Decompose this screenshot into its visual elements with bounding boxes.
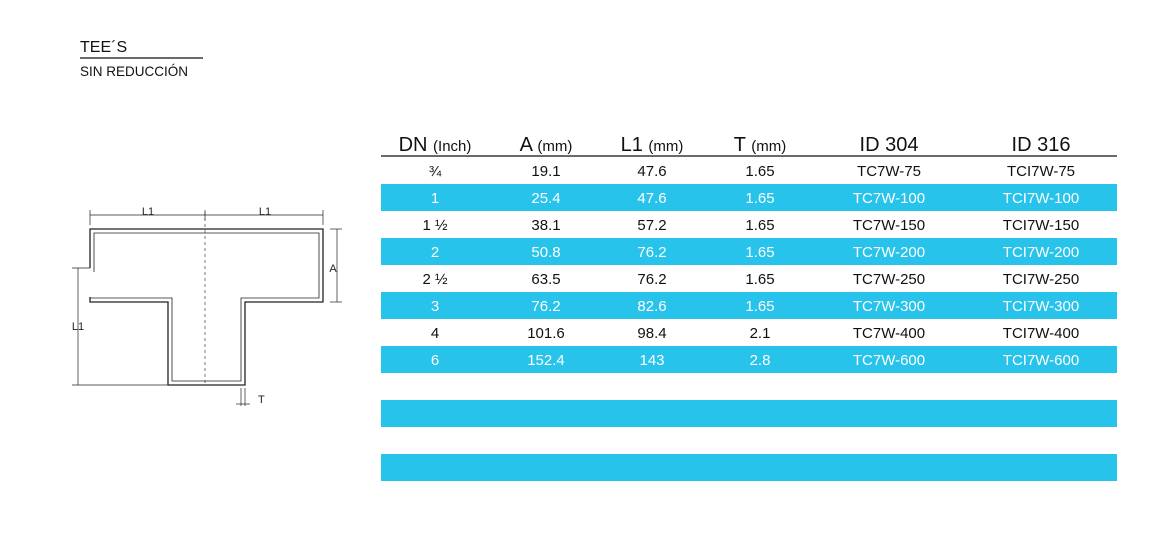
cell: TCI7W-600 xyxy=(1003,352,1079,369)
row-stripe xyxy=(381,184,1117,211)
cell: TCI7W-150 xyxy=(1003,217,1079,234)
column-name: L1 xyxy=(621,134,643,156)
cell: TC7W-300 xyxy=(853,298,925,315)
cell: 76.2 xyxy=(637,271,666,288)
column-unit: (mm) xyxy=(537,138,572,155)
cell: 63.5 xyxy=(531,271,560,288)
dimension-label: A xyxy=(329,263,337,275)
cell: 1 ½ xyxy=(422,217,448,234)
cell: 152.4 xyxy=(527,352,565,369)
cell: TCI7W-100 xyxy=(1003,190,1079,207)
cell: TC7W-150 xyxy=(853,217,925,234)
cell: TC7W-200 xyxy=(853,244,925,261)
dimension-label: L1 xyxy=(142,206,154,218)
column-name: ID 316 xyxy=(1012,134,1071,156)
column-unit: (Inch) xyxy=(433,138,471,155)
cell: 4 xyxy=(431,325,439,342)
cell: 1.65 xyxy=(745,298,774,315)
column-name: T xyxy=(734,134,746,156)
row-stripe xyxy=(381,292,1117,319)
cell: 1.65 xyxy=(745,244,774,261)
cell: TC7W-400 xyxy=(853,325,925,342)
cell: TC7W-250 xyxy=(853,271,925,288)
cell: 47.6 xyxy=(637,190,666,207)
title: TEE´S xyxy=(80,39,127,56)
cell: 82.6 xyxy=(637,298,666,315)
cell: 3 xyxy=(431,298,439,315)
cell: 76.2 xyxy=(637,244,666,261)
cell: 1.65 xyxy=(745,217,774,234)
cell: 38.1 xyxy=(531,217,560,234)
row-stripe xyxy=(381,346,1117,373)
cell: TC7W-100 xyxy=(853,190,925,207)
column-header: T (mm) xyxy=(734,134,786,156)
cell: 19.1 xyxy=(531,163,560,180)
cell: 47.6 xyxy=(637,163,666,180)
column-header: ID 316 xyxy=(1012,134,1071,156)
column-name: ID 304 xyxy=(860,134,919,156)
cell: 76.2 xyxy=(531,298,560,315)
column-name: A xyxy=(520,134,534,156)
column-header: A (mm) xyxy=(520,134,573,156)
cell: TC7W-75 xyxy=(857,163,921,180)
row-stripe xyxy=(381,400,1117,427)
cell: 143 xyxy=(639,352,664,369)
column-header: L1 (mm) xyxy=(621,134,684,156)
cell: TC7W-600 xyxy=(853,352,925,369)
cell: 101.6 xyxy=(527,325,565,342)
cell: 2 xyxy=(431,244,439,261)
cell: 57.2 xyxy=(637,217,666,234)
dimension-label: T xyxy=(258,394,265,406)
cell: 1.65 xyxy=(745,190,774,207)
cell: TCI7W-300 xyxy=(1003,298,1079,315)
cell: TCI7W-75 xyxy=(1007,163,1075,180)
cell: 2.1 xyxy=(750,325,771,342)
cell: 6 xyxy=(431,352,439,369)
row-stripe xyxy=(381,238,1117,265)
cell: 1 xyxy=(431,190,439,207)
cell: TCI7W-200 xyxy=(1003,244,1079,261)
cell: TCI7W-400 xyxy=(1003,325,1079,342)
cell: 1.65 xyxy=(745,163,774,180)
cell: 1.65 xyxy=(745,271,774,288)
column-name: DN xyxy=(399,134,428,156)
column-unit: (mm) xyxy=(648,138,683,155)
row-stripe xyxy=(381,454,1117,481)
cell: TCI7W-250 xyxy=(1003,271,1079,288)
column-header: DN (Inch) xyxy=(399,134,472,156)
column-unit: (mm) xyxy=(751,138,786,155)
cell: 25.4 xyxy=(531,190,560,207)
subtitle: SIN REDUCCIÓN xyxy=(80,63,188,79)
column-header: ID 304 xyxy=(860,134,919,156)
cell: ¾ xyxy=(429,163,442,180)
cell: 98.4 xyxy=(637,325,666,342)
tee-diagram xyxy=(72,210,342,406)
cell: 2.8 xyxy=(750,352,771,369)
dimension-label: L1 xyxy=(259,206,271,218)
dimension-label: L1 xyxy=(72,321,84,333)
cell: 50.8 xyxy=(531,244,560,261)
cell: 2 ½ xyxy=(422,271,448,288)
